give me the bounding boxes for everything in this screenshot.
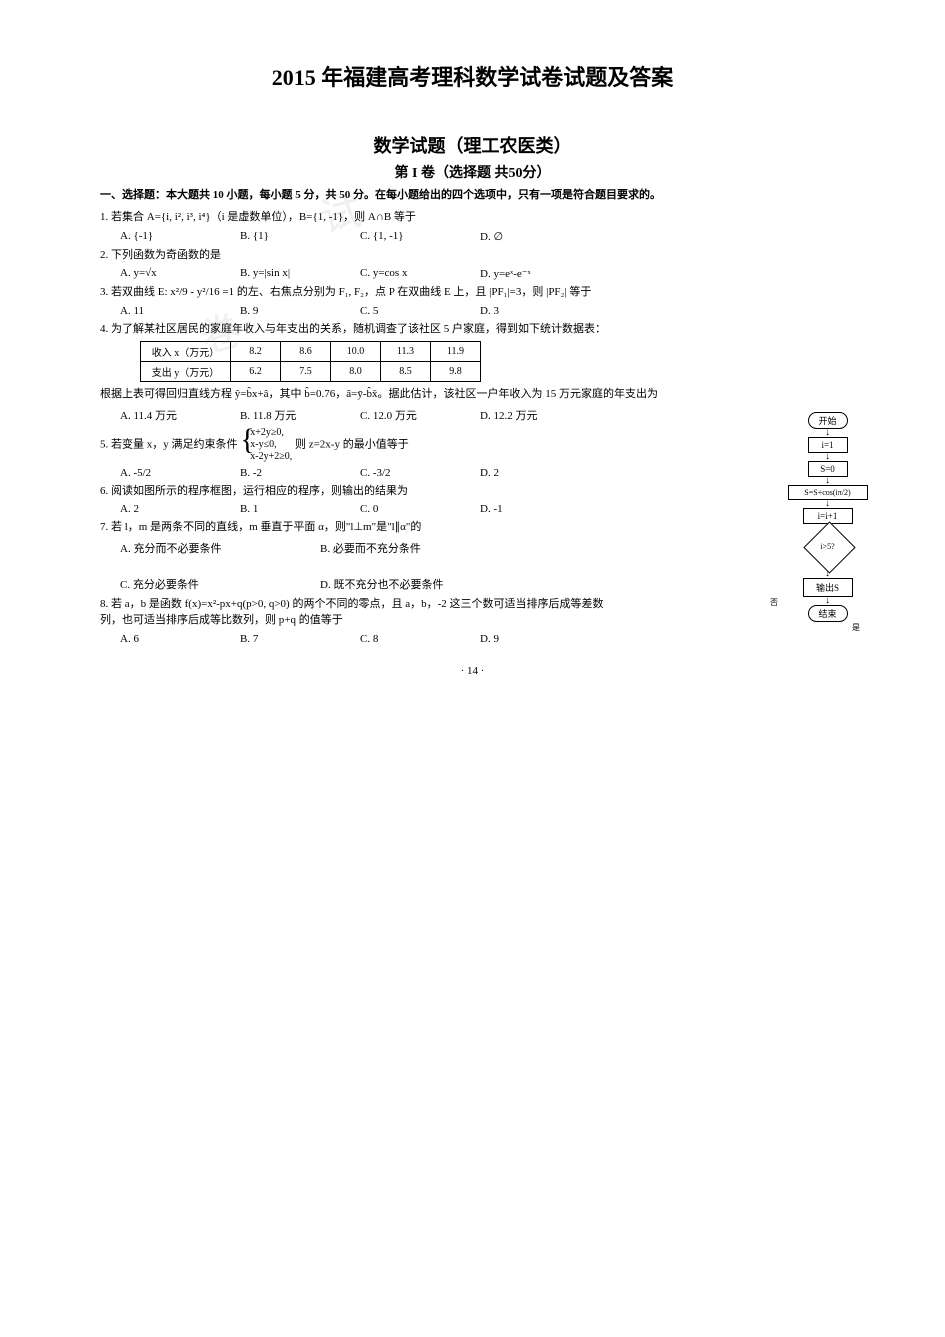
table-cell: 8.0 [331, 362, 381, 382]
question-6: 6. 阅读如图所示的程序框图，运行相应的程序，则输出的结果为 [100, 483, 620, 500]
option-d: D. -1 [480, 503, 560, 515]
section-title: 第 I 卷（选择题 共50分） [100, 162, 845, 182]
options-row: A. -5/2 B. -2 C. -3/2 D. 2 [100, 467, 620, 479]
question-text: 2. 下列函数为奇函数的是 [100, 249, 221, 261]
option-c: C. 0 [360, 503, 440, 515]
option-d: D. ∅ [480, 230, 560, 243]
table-cell: 8.2 [231, 342, 281, 362]
table-cell: 6.2 [231, 362, 281, 382]
arrow-down-icon: ↓ [780, 597, 875, 605]
question-1: 1. 若集合 A={i, i², i³, i⁴}（i 是虚数单位），B={1, … [100, 209, 845, 226]
main-title: 2015 年福建高考理科数学试卷试题及答案 [40, 60, 905, 92]
page-number: · 14 · [100, 665, 845, 677]
table-cell: 9.8 [431, 362, 481, 382]
question-text: 8. 若 a，b 是函数 f(x)=x²-px+q(p>0, q>0) 的两个不… [100, 598, 604, 627]
option-c: C. 充分必要条件 [120, 576, 300, 592]
arrow-down-icon: ↓ [780, 429, 875, 437]
option-d: D. 12.2 万元 [480, 407, 560, 423]
question-text: 根据上表可得回归直线方程 ŷ=b̂x+â，其中 b̂=0.76，â=ȳ-b̂x̄… [100, 388, 658, 400]
option-b: B. 9 [240, 305, 320, 317]
option-a: A. -5/2 [120, 467, 200, 479]
question-text: 3. 若双曲线 E: x²/9 - y²/16 =1 的左、右焦点分别为 F₁,… [100, 286, 591, 298]
option-a: A. 6 [120, 633, 200, 645]
data-table: 收入 x（万元） 8.2 8.6 10.0 11.3 11.9 支出 y（万元）… [140, 341, 481, 382]
question-4-after: 根据上表可得回归直线方程 ŷ=b̂x+â，其中 b̂=0.76，â=ȳ-b̂x̄… [100, 386, 845, 403]
option-a: A. y=√x [120, 267, 200, 280]
option-b: B. {1} [240, 230, 320, 243]
option-b: B. y=|sin x| [240, 267, 320, 280]
option-b: B. 7 [240, 633, 320, 645]
question-text: 4. 为了解某社区居民的家庭年收入与年支出的关系，随机调查了该社区 5 户家庭，… [100, 323, 606, 335]
options-row: A. y=√x B. y=|sin x| C. y=cos x D. y=eˣ-… [100, 267, 845, 280]
subtitle: 数学试题（理工农医类） [100, 132, 845, 158]
option-c: C. 12.0 万元 [360, 407, 440, 423]
instruction-text: 一、选择题：本大题共 10 小题，每小题 5 分，共 50 分。在每小题给出的四… [100, 188, 845, 203]
table-cell: 支出 y（万元） [141, 362, 231, 382]
table-row: 收入 x（万元） 8.2 8.6 10.0 11.3 11.9 [141, 342, 481, 362]
option-a: A. 11 [120, 305, 200, 317]
table-row: 支出 y（万元） 6.2 7.5 8.0 8.5 9.8 [141, 362, 481, 382]
decision-text: i>5? [803, 542, 853, 551]
option-d: D. y=eˣ-e⁻ˣ [480, 267, 560, 280]
question-text: 7. 若 l，m 是两条不同的直线，m 垂直于平面 α，则"l⊥m"是"l∥α"… [100, 521, 421, 533]
option-b: B. 1 [240, 503, 320, 515]
question-4: 4. 为了解某社区居民的家庭年收入与年支出的关系，随机调查了该社区 5 户家庭，… [100, 321, 845, 338]
option-c: C. 8 [360, 633, 440, 645]
option-a: A. 充分而不必要条件 [120, 540, 300, 556]
yes-label: 是 [852, 622, 860, 633]
options-row: A. 11 B. 9 C. 5 D. 3 [100, 305, 845, 317]
constraint-line: x+2y≥0, [250, 427, 284, 438]
option-b: B. 11.8 万元 [240, 407, 320, 423]
flowchart-decision: i>5? [803, 532, 853, 562]
options-row: A. 2 B. 1 C. 0 D. -1 [100, 503, 620, 515]
constraint-line: x-2y+2≥0, [250, 451, 292, 462]
options-row: A. 6 B. 7 C. 8 D. 9 [100, 633, 620, 645]
option-d: D. 3 [480, 305, 560, 317]
question-5: 5. 若变量 x，y 满足约束条件 x+2y≥0, x-y≤0, x-2y+2≥… [100, 427, 620, 463]
option-c: C. 5 [360, 305, 440, 317]
option-c: C. y=cos x [360, 267, 440, 280]
question-text-pre: 5. 若变量 x，y 满足约束条件 [100, 438, 238, 450]
constraint-line: x-y≤0, [250, 439, 276, 450]
table-cell: 11.9 [431, 342, 481, 362]
question-text: 1. 若集合 A={i, i², i³, i⁴}（i 是虚数单位），B={1, … [100, 211, 416, 223]
table-cell: 11.3 [381, 342, 431, 362]
question-7: 7. 若 l，m 是两条不同的直线，m 垂直于平面 α，则"l⊥m"是"l∥α"… [100, 519, 620, 536]
table-cell: 7.5 [281, 362, 331, 382]
content-wrapper: 试 卷 数学试题（理工农医类） 第 I 卷（选择题 共50分） 一、选择题：本大… [40, 132, 905, 677]
table-cell: 收入 x（万元） [141, 342, 231, 362]
options-row: A. 11.4 万元 B. 11.8 万元 C. 12.0 万元 D. 12.2… [100, 407, 845, 423]
option-a: A. 2 [120, 503, 200, 515]
arrow-down-icon: ↓ [780, 477, 875, 485]
option-d: D. 既不充分也不必要条件 [320, 576, 500, 592]
question-text-post: 则 z=2x-y 的最小值等于 [295, 438, 409, 450]
options-row: A. 充分而不必要条件 B. 必要而不充分条件 C. 充分必要条件 D. 既不充… [100, 540, 620, 592]
option-b: B. 必要而不充分条件 [320, 540, 500, 556]
no-label: 否 [770, 597, 778, 608]
option-c: C. -3/2 [360, 467, 440, 479]
option-a: A. {-1} [120, 230, 200, 243]
arrow-down-icon: ↓ [780, 453, 875, 461]
option-d: D. 9 [480, 633, 560, 645]
arrow-down-icon: ↓ [780, 500, 875, 508]
option-d: D. 2 [480, 467, 560, 479]
options-row: A. {-1} B. {1} C. {1, -1} D. ∅ [100, 230, 845, 243]
constraint-system: x+2y≥0, x-y≤0, x-2y+2≥0, [240, 427, 292, 463]
question-8: 8. 若 a，b 是函数 f(x)=x²-px+q(p>0, q>0) 的两个不… [100, 596, 620, 629]
question-2: 2. 下列函数为奇函数的是 [100, 247, 845, 264]
option-b: B. -2 [240, 467, 320, 479]
question-3: 3. 若双曲线 E: x²/9 - y²/16 =1 的左、右焦点分别为 F₁,… [100, 284, 845, 301]
question-text: 6. 阅读如图所示的程序框图，运行相应的程序，则输出的结果为 [100, 485, 408, 497]
table-cell: 10.0 [331, 342, 381, 362]
table-cell: 8.6 [281, 342, 331, 362]
flowchart: 开始 ↓ i=1 ↓ S=0 ↓ S=S+cos(iπ/2) ↓ i=i+1 ↓… [780, 412, 875, 622]
option-c: C. {1, -1} [360, 230, 440, 243]
flowchart-end: 结束 [808, 605, 848, 622]
table-cell: 8.5 [381, 362, 431, 382]
option-a: A. 11.4 万元 [120, 407, 200, 423]
